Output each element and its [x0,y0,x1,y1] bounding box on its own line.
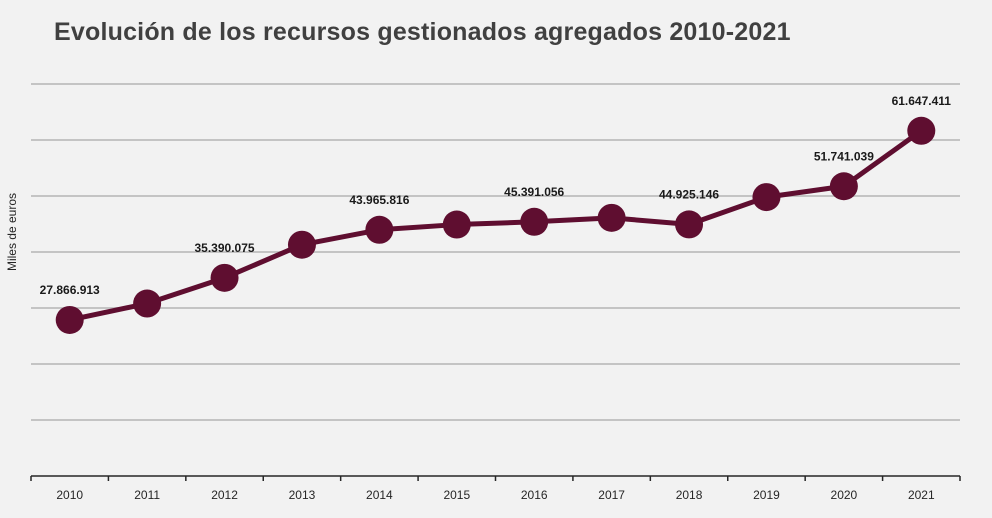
data-labels: 27.866.913 35.390.075 43.965.816 45.391.056… [40,94,952,297]
data-point [520,207,549,236]
x-tick-label: 2021 [908,488,935,502]
data-point [55,305,84,334]
x-tick-label: 2012 [211,488,238,502]
gridlines [31,83,960,421]
series-line [69,128,923,323]
data-point [675,210,704,239]
x-tick-label: 2010 [56,488,83,502]
data-point [442,210,471,239]
series-markers [55,116,936,334]
data-point [210,263,239,292]
data-point [829,172,858,201]
x-tick-label: 2014 [366,488,393,502]
data-point [287,230,316,259]
x-tick-label: 2016 [521,488,548,502]
data-point [597,203,626,232]
chart-title: Evolución de los recursos gestionados ag… [54,18,791,46]
x-axis-ticks [30,476,961,481]
data-point [133,289,162,318]
data-label: 44.925.146 [659,187,719,201]
data-point [907,116,936,145]
data-label: 43.965.816 [349,193,409,207]
x-tick-label: 2019 [753,488,780,502]
x-tick-label: 2013 [289,488,316,502]
x-tick-label: 2018 [676,488,703,502]
x-tick-label: 2020 [831,488,858,502]
data-label: 45.391.056 [504,185,564,199]
x-tick-label: 2011 [134,488,160,502]
data-point [752,183,781,212]
data-label: 51.741.039 [814,149,874,163]
data-label: 27.866.913 [40,283,100,297]
data-point [365,215,394,244]
data-label: 35.390.075 [195,241,255,255]
x-tick-labels: 2010 2011 2012 2013 2014 2015 2016 2017 2018 2019… [56,488,935,502]
x-tick-label: 2017 [598,488,625,502]
x-tick-label: 2015 [443,488,470,502]
data-label: 61.647.411 [892,94,952,108]
